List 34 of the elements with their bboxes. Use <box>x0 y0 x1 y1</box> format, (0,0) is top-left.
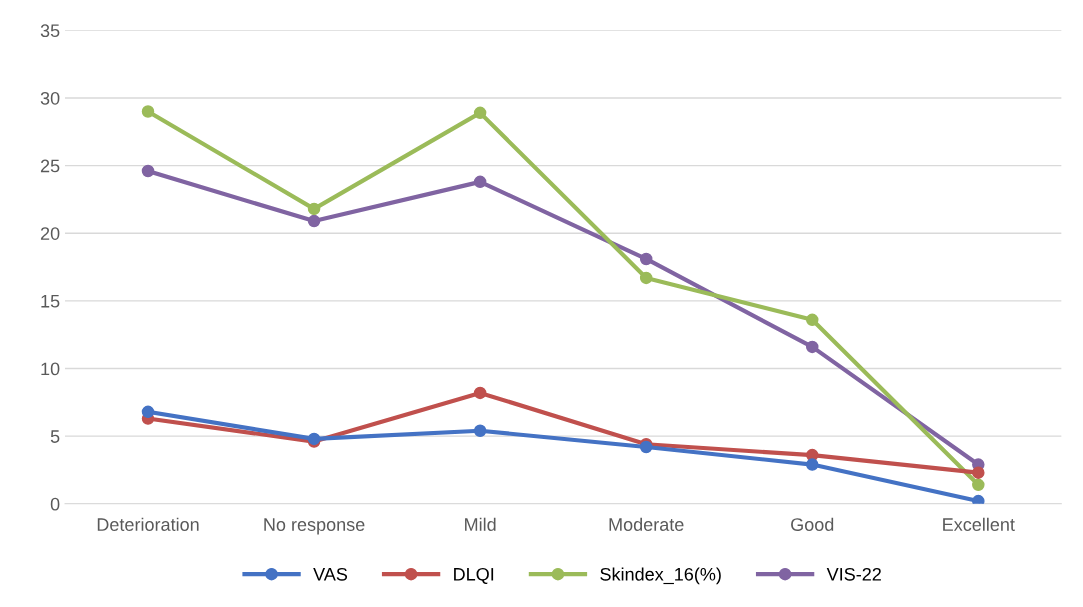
y-tick-label: 20 <box>40 227 60 240</box>
x-tick-label: Good <box>791 517 834 531</box>
legend-label: VAS <box>313 567 348 581</box>
x-tick-label: Moderate <box>609 517 684 531</box>
point <box>972 466 985 479</box>
legend-label: DLQI <box>454 567 494 584</box>
y-tick-label: 10 <box>41 362 60 376</box>
point <box>639 252 653 266</box>
legend-label: VIS-22 <box>826 567 881 581</box>
y-tick-label: 5 <box>50 430 60 443</box>
point <box>805 458 819 471</box>
y-tick-label: 35 <box>40 24 60 38</box>
y-tick-label: 0 <box>50 497 60 511</box>
point <box>473 106 487 120</box>
x-tick-label: No response <box>264 518 365 535</box>
point <box>141 405 155 419</box>
x-tick-label: Excellent <box>943 517 1015 531</box>
y-tick-label: 30 <box>40 91 60 105</box>
point <box>307 214 321 228</box>
y-tick-label: 25 <box>40 159 60 173</box>
point <box>473 175 487 189</box>
y-tick-label: 15 <box>41 295 60 308</box>
point <box>473 386 487 400</box>
point <box>972 478 985 492</box>
x-tick-label: Deterioration <box>97 517 199 531</box>
point <box>473 424 487 438</box>
x-tick-label: Mild <box>465 517 496 531</box>
point <box>639 271 653 285</box>
point <box>805 313 819 327</box>
legend-label: Skindex_16(%) <box>600 567 721 585</box>
point <box>141 164 155 178</box>
point <box>141 105 155 118</box>
point <box>805 340 819 354</box>
point <box>307 202 321 216</box>
